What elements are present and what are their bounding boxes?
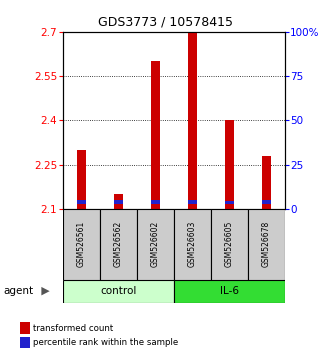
Text: transformed count: transformed count — [33, 324, 113, 333]
Bar — [77, 200, 86, 204]
Bar — [225, 120, 234, 209]
Text: GSM526562: GSM526562 — [114, 221, 123, 267]
Bar — [63, 209, 100, 280]
Bar — [20, 337, 30, 348]
Text: GSM526605: GSM526605 — [225, 221, 234, 268]
Bar — [63, 280, 174, 303]
Bar — [20, 322, 30, 334]
Text: GSM526603: GSM526603 — [188, 221, 197, 268]
Text: percentile rank within the sample: percentile rank within the sample — [33, 338, 178, 347]
Text: GSM526602: GSM526602 — [151, 221, 160, 267]
Bar — [248, 209, 285, 280]
Bar — [174, 209, 211, 280]
Bar — [174, 280, 285, 303]
Text: agent: agent — [3, 286, 33, 296]
Text: GDS3773 / 10578415: GDS3773 / 10578415 — [98, 15, 233, 28]
Polygon shape — [41, 287, 50, 295]
Bar — [114, 200, 123, 204]
Bar — [151, 61, 160, 209]
Bar — [261, 200, 271, 204]
Bar — [188, 32, 197, 209]
Bar — [137, 209, 174, 280]
Bar — [225, 201, 234, 204]
Text: IL-6: IL-6 — [220, 286, 239, 296]
Bar — [211, 209, 248, 280]
Text: GSM526561: GSM526561 — [77, 221, 86, 267]
Bar — [100, 209, 137, 280]
Text: GSM526678: GSM526678 — [262, 221, 271, 267]
Bar — [151, 200, 160, 204]
Bar — [114, 194, 123, 209]
Text: control: control — [100, 286, 136, 296]
Bar — [188, 200, 197, 204]
Bar — [261, 156, 271, 209]
Bar — [77, 150, 86, 209]
